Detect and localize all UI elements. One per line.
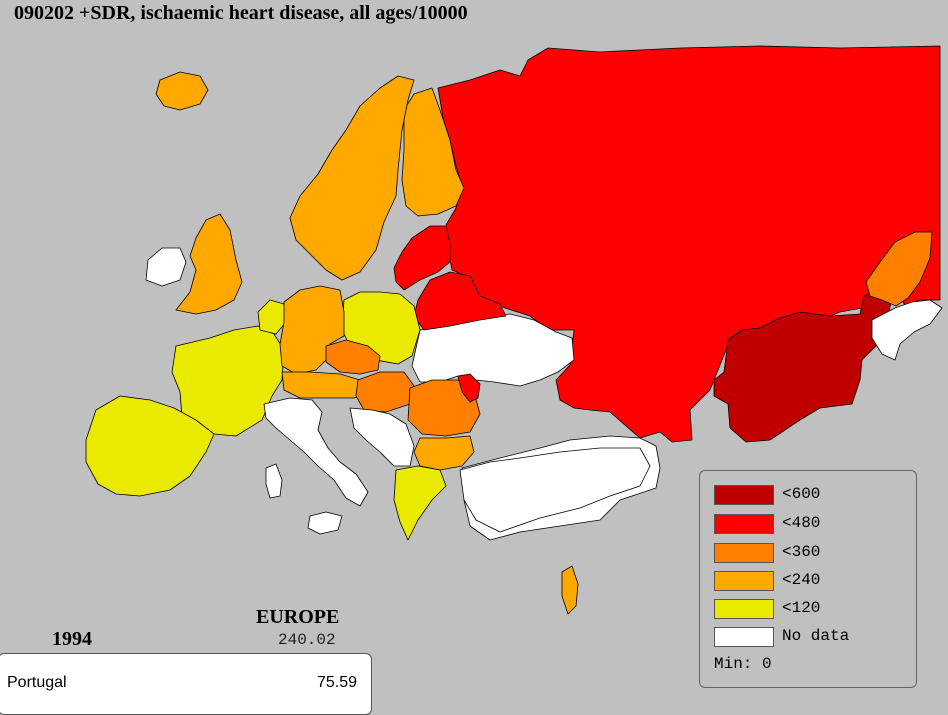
region-uk[interactable]: [175, 213, 243, 315]
region-far-east[interactable]: [865, 231, 933, 307]
legend-item: <240: [714, 571, 904, 591]
legend-swatch: [714, 571, 774, 591]
legend-label: <360: [782, 543, 821, 561]
region-iberia[interactable]: [85, 395, 215, 497]
region-belarus[interactable]: [413, 271, 507, 331]
region-value: 240.02: [278, 631, 336, 649]
region-moldova[interactable]: [457, 373, 481, 403]
region-finland[interactable]: [401, 87, 465, 217]
region-turkey[interactable]: [459, 447, 651, 533]
legend-label: <120: [782, 599, 821, 617]
region-italy[interactable]: [263, 397, 369, 507]
legend-item: No data: [714, 627, 904, 647]
legend-swatch: [714, 543, 774, 563]
region-scandinavia[interactable]: [289, 75, 415, 281]
region-sardinia[interactable]: [265, 463, 283, 499]
region-russia[interactable]: [437, 45, 941, 443]
region-bulgaria[interactable]: [413, 435, 475, 471]
europe-choropleth-map[interactable]: [0, 0, 948, 700]
region-name: EUROPE: [256, 606, 340, 628]
map-legend: <600 <480 <360 <240 <120 No data Min: 0: [699, 470, 917, 688]
region-sicily[interactable]: [307, 511, 343, 535]
region-hungary[interactable]: [355, 371, 415, 413]
legend-swatch: [714, 485, 774, 505]
region-siberia-south[interactable]: [713, 289, 893, 443]
legend-item: <480: [714, 514, 904, 534]
region-iceland[interactable]: [155, 71, 209, 111]
region-cyprus[interactable]: [561, 565, 579, 615]
legend-item: <120: [714, 599, 904, 619]
legend-swatch: [714, 627, 774, 647]
region-far-east-nodata[interactable]: [871, 299, 943, 361]
year-label: 1994: [52, 628, 92, 650]
country-info-box: Portugal 75.59: [0, 653, 372, 715]
legend-swatch: [714, 599, 774, 619]
info-country-value: 75.59: [316, 674, 357, 691]
legend-label: <480: [782, 514, 821, 532]
legend-label: No data: [782, 627, 850, 645]
region-romania[interactable]: [407, 379, 481, 437]
legend-label: <600: [782, 485, 821, 503]
region-ireland[interactable]: [145, 247, 187, 287]
region-yugoslavia[interactable]: [349, 407, 415, 467]
region-greece[interactable]: [393, 465, 447, 541]
legend-item: <360: [714, 543, 904, 563]
legend-min-label: Min: 0: [714, 655, 772, 673]
legend-swatch: [714, 514, 774, 534]
region-benelux[interactable]: [257, 299, 287, 335]
info-country-name: Portugal: [7, 674, 67, 691]
map-title: 090202 +SDR, ischaemic heart disease, al…: [14, 2, 468, 24]
region-baltics[interactable]: [393, 225, 451, 291]
legend-item: <600: [714, 485, 904, 505]
legend-label: <240: [782, 571, 821, 589]
region-czechia[interactable]: [325, 339, 381, 375]
